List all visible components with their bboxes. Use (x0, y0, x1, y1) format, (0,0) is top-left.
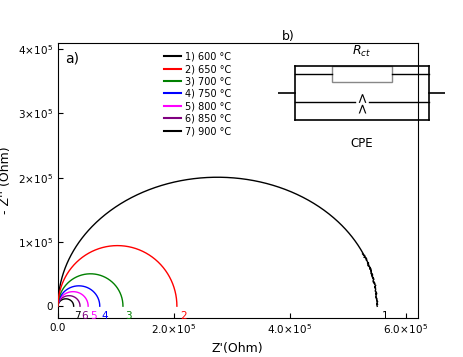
Text: 7: 7 (75, 311, 81, 321)
Text: 6: 6 (81, 311, 88, 321)
Text: CPE: CPE (350, 137, 372, 150)
Y-axis label: - Z'' (Ohm): - Z'' (Ohm) (0, 146, 13, 214)
Text: 2: 2 (180, 311, 186, 321)
Text: 1: 1 (381, 311, 388, 321)
X-axis label: Z'(Ohm): Z'(Ohm) (212, 342, 263, 355)
Text: $R_{ct}$: $R_{ct}$ (351, 44, 371, 59)
Bar (331, 66, 391, 82)
Text: 5: 5 (90, 311, 96, 321)
Text: 4: 4 (101, 311, 108, 321)
Legend: 1) 600 °C, 2) 650 °C, 3) 700 °C, 4) 750 °C, 5) 800 °C, 6) 850 °C, 7) 900 °C: 1) 600 °C, 2) 650 °C, 3) 700 °C, 4) 750 … (160, 48, 235, 140)
Text: 3: 3 (125, 311, 131, 321)
Text: >>: >> (354, 90, 368, 114)
Text: a): a) (65, 51, 79, 65)
Text: b): b) (281, 30, 294, 43)
